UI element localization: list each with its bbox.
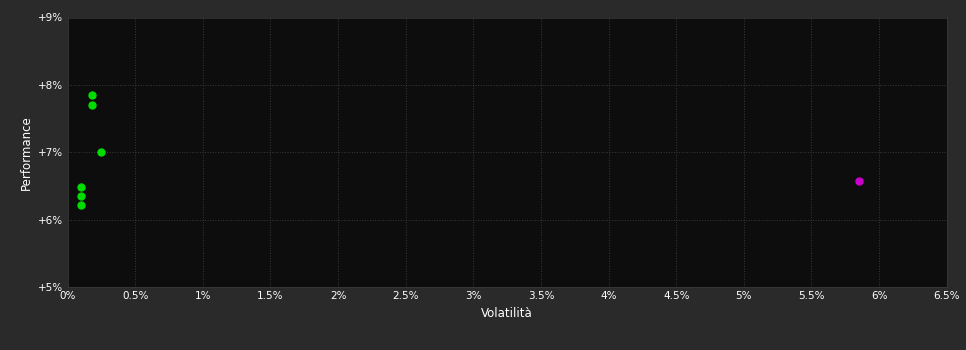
- Y-axis label: Performance: Performance: [19, 115, 33, 190]
- Point: [94, 149, 109, 155]
- Point: [73, 202, 89, 208]
- Point: [73, 193, 89, 199]
- X-axis label: Volatilità: Volatilità: [481, 307, 533, 320]
- Point: [84, 92, 99, 98]
- Point: [851, 178, 867, 183]
- Point: [73, 184, 89, 190]
- Point: [84, 102, 99, 108]
